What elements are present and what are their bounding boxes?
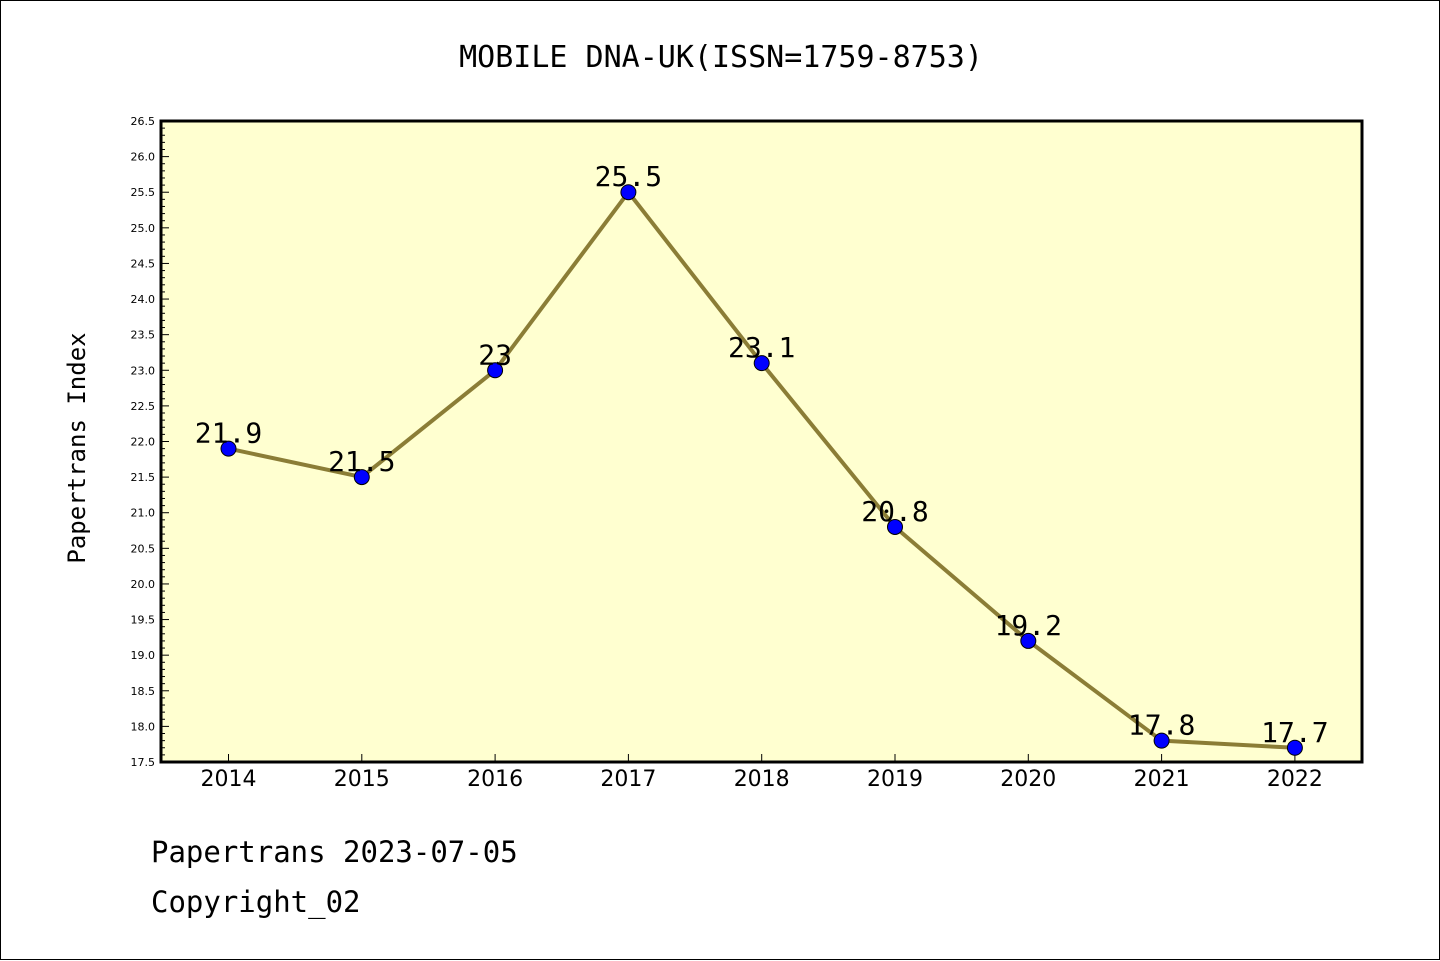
data-label: 21.9 [195,417,262,450]
data-point [1020,632,1037,649]
data-point [753,355,770,372]
data-label: 20.8 [861,495,928,528]
footer-copyright: Copyright_02 [151,885,361,919]
x-tick-label: 2022 [1267,767,1323,792]
data-point [487,362,504,379]
footer-date: Papertrans 2023-07-05 [151,835,518,869]
x-tick-label: 2018 [734,767,790,792]
data-label: 21.5 [328,445,395,478]
data-label: 17.8 [1128,709,1195,742]
y-tick-label: 23.0 [131,364,156,377]
x-tick-label: 2021 [1134,767,1190,792]
y-axis-label: Papertrans Index [63,332,91,563]
y-tick-label: 25.0 [131,222,156,235]
y-tick-label: 20.0 [131,578,156,591]
data-point [887,518,903,535]
data-label: 25.5 [595,160,662,193]
data-label: 19.2 [995,609,1062,642]
data-point [620,184,637,201]
y-tick-label: 23.5 [131,329,156,342]
data-point [220,440,237,457]
y-tick-label: 18.5 [131,685,156,698]
y-tick-label: 21.0 [131,507,156,520]
x-tick-label: 2015 [334,767,390,792]
y-tick-label: 24.0 [131,293,156,306]
chart-title: MOBILE DNA-UK(ISSN=1759-8753) [459,40,983,75]
y-tick-label: 22.5 [131,400,156,413]
y-tick-label: 20.5 [131,542,156,555]
x-tick-label: 2019 [867,767,923,792]
x-tick-label: 2017 [600,767,656,792]
y-tick-label: 17.5 [131,756,156,769]
data-point [1153,732,1170,749]
x-tick-label: 2020 [1000,767,1056,792]
x-tick-label: 2014 [201,767,257,792]
y-tick-label: 19.5 [131,614,156,627]
y-tick-label: 26.0 [131,151,156,164]
y-tick-label: 25.5 [131,186,156,199]
x-tick-label: 2016 [467,767,523,792]
data-label: 17.7 [1261,716,1328,749]
data-label: 23.1 [728,331,795,364]
data-point [353,469,370,486]
plot-area [159,119,1364,764]
y-tick-label: 19.0 [131,649,156,662]
y-tick-label: 22.0 [131,436,156,449]
y-tick-label: 26.5 [131,115,156,128]
y-tick-label: 24.5 [131,257,156,270]
y-tick-label: 18.0 [131,720,156,733]
data-label: 23 [478,338,512,371]
data-point [1286,739,1303,756]
y-tick-label: 21.5 [131,471,156,484]
